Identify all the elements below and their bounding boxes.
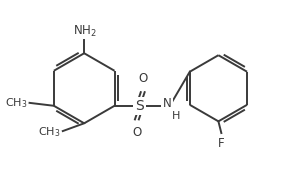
Text: CH$_3$: CH$_3$ [5,96,28,110]
Text: S: S [135,99,144,113]
Text: CH$_3$: CH$_3$ [38,125,61,139]
Text: O: O [138,72,147,85]
Text: F: F [218,137,225,150]
Text: H: H [172,111,180,121]
Text: N: N [163,97,172,110]
Text: NH$_2$: NH$_2$ [73,24,97,39]
Text: O: O [132,126,141,139]
